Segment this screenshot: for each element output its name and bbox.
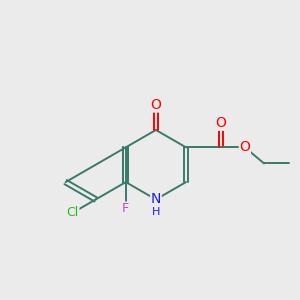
- Text: F: F: [122, 202, 129, 215]
- Text: O: O: [215, 116, 226, 130]
- Text: Cl: Cl: [67, 206, 79, 219]
- Text: O: O: [151, 98, 161, 112]
- Text: H: H: [152, 207, 160, 217]
- Text: O: O: [239, 140, 250, 154]
- Text: N: N: [151, 193, 161, 206]
